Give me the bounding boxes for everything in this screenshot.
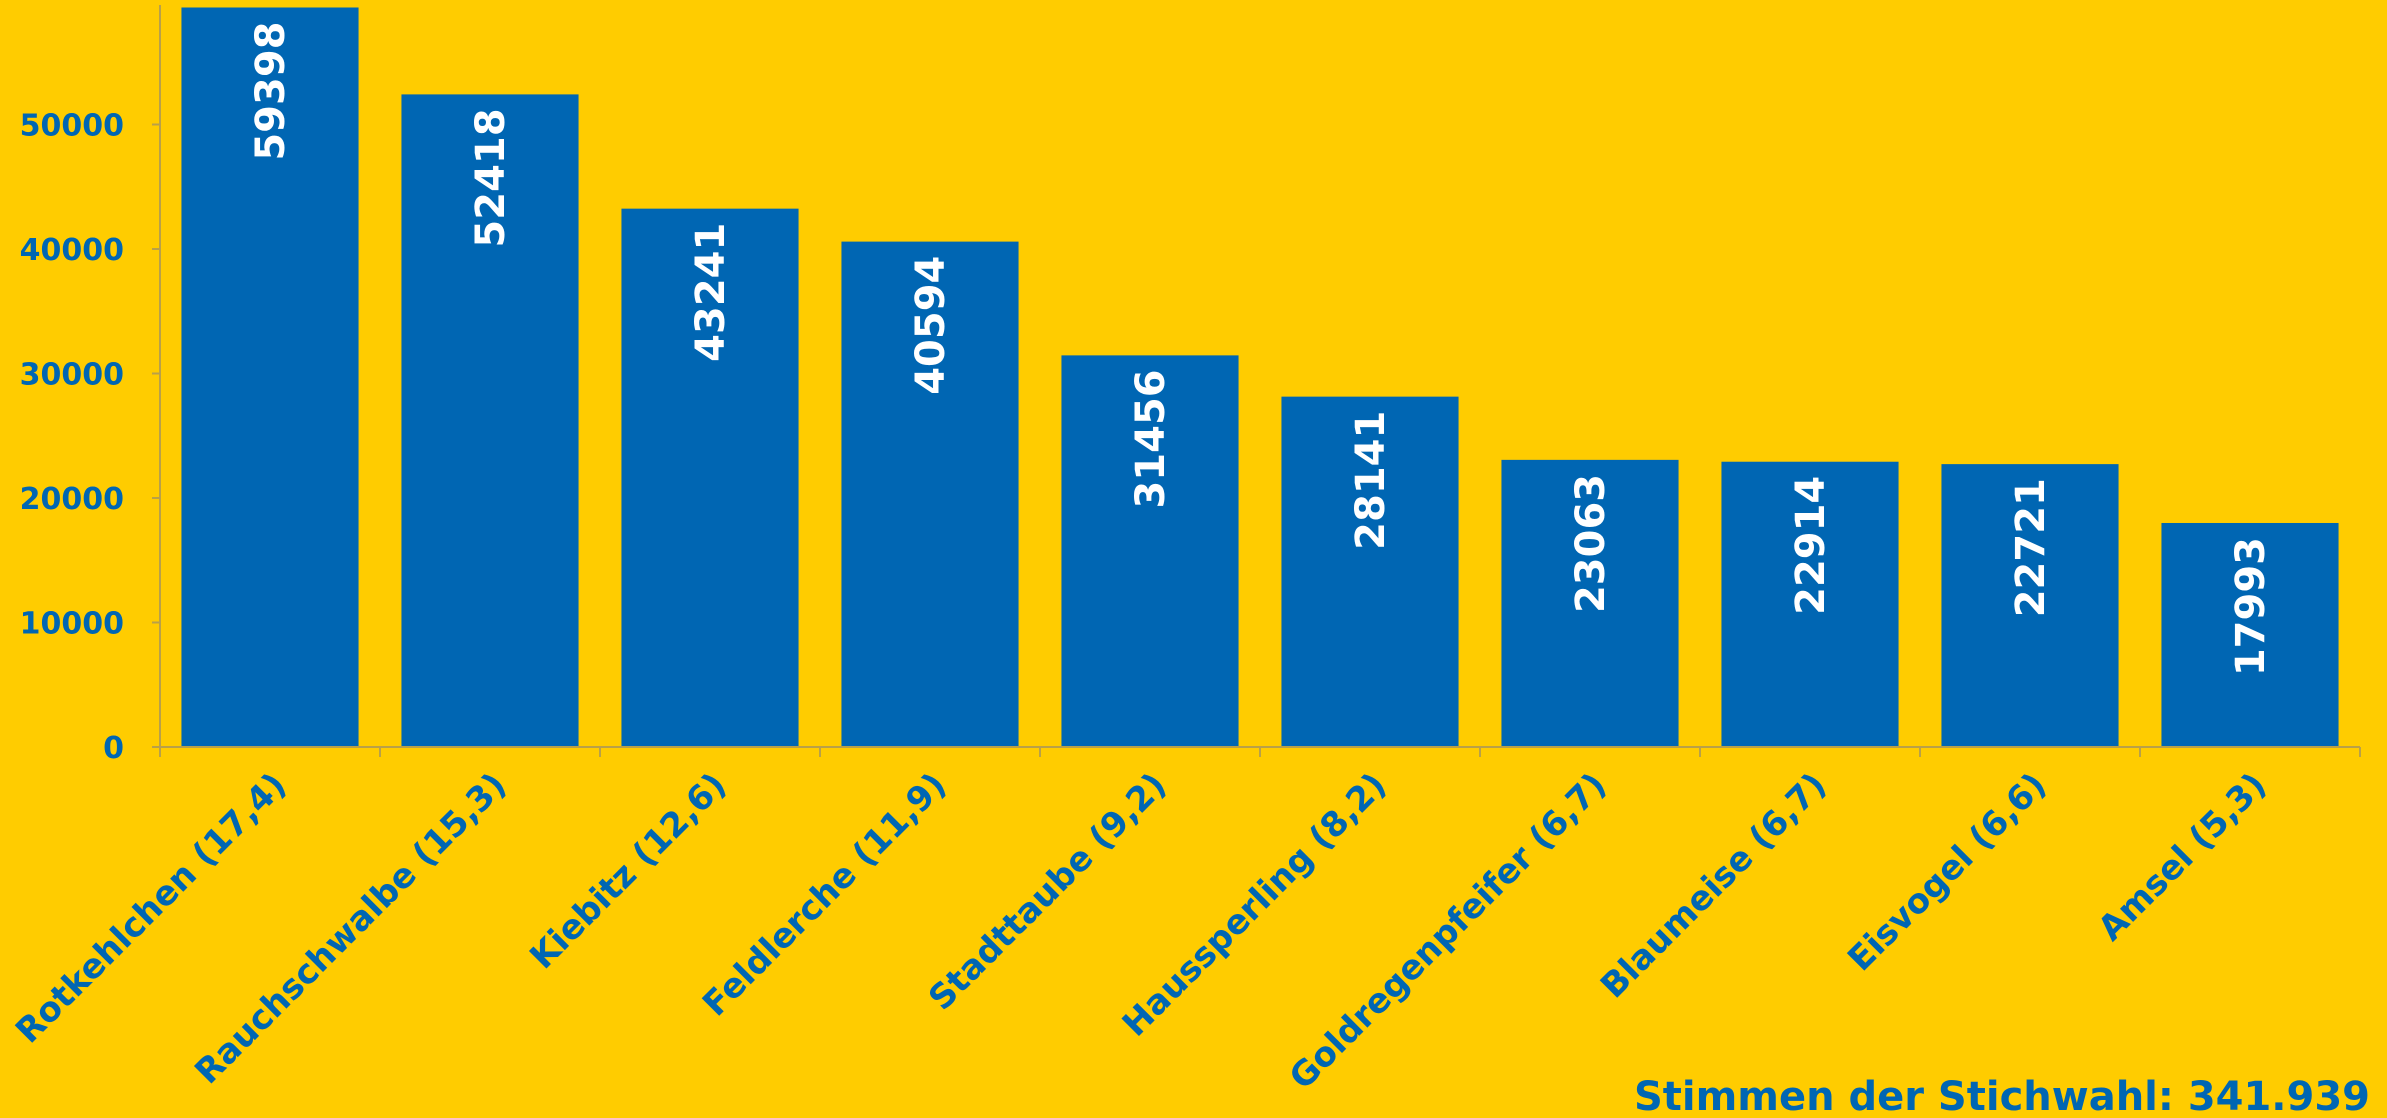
category-label: Stadttaube (9,2) (921, 765, 1174, 1018)
y-tick-label: 50000 (20, 109, 124, 144)
total-votes-note: Stimmen der Stichwahl: 341.939 (1634, 1074, 2370, 1118)
y-tick-label: 0 (103, 731, 124, 766)
bar (2161, 522, 2339, 747)
category-label: Blaumeise (6,7) (1593, 765, 1834, 1006)
category-label: Kiebitz (12,6) (522, 765, 734, 977)
bar-value-label: 43241 (688, 223, 734, 362)
bar (1281, 396, 1459, 747)
bar-value-label: 22721 (2008, 478, 2054, 617)
bar-value-label: 52418 (468, 108, 514, 247)
bar-value-label: 59398 (248, 21, 294, 160)
bar-value-label: 23063 (1568, 474, 1614, 613)
y-tick-label: 30000 (20, 358, 124, 393)
category-label: Feldlerche (11,9) (695, 765, 954, 1024)
bar (1061, 355, 1239, 747)
y-tick-label: 20000 (20, 482, 124, 517)
bar (181, 7, 359, 748)
bars-layer (181, 7, 2339, 748)
bar-value-label: 31456 (1128, 369, 1174, 508)
bar (1941, 464, 2119, 747)
axis-layer: 0 10000 20000 30000 40000 50000 (20, 5, 2361, 766)
bar-value-label: 40594 (908, 256, 954, 395)
bar-value-label: 28141 (1348, 411, 1394, 550)
bar-value-label: 17993 (2228, 537, 2274, 676)
bar (841, 241, 1019, 747)
bar-value-label: 22914 (1788, 476, 1834, 615)
bar (621, 208, 799, 748)
category-label: Eisvogel (6,6) (1840, 765, 2054, 979)
y-tick-label: 40000 (20, 233, 124, 268)
bar (1501, 459, 1679, 747)
category-label: Amsel (5,3) (2091, 765, 2275, 949)
y-tick-label: 10000 (20, 607, 124, 642)
bar (1721, 461, 1899, 747)
bar (401, 94, 579, 748)
